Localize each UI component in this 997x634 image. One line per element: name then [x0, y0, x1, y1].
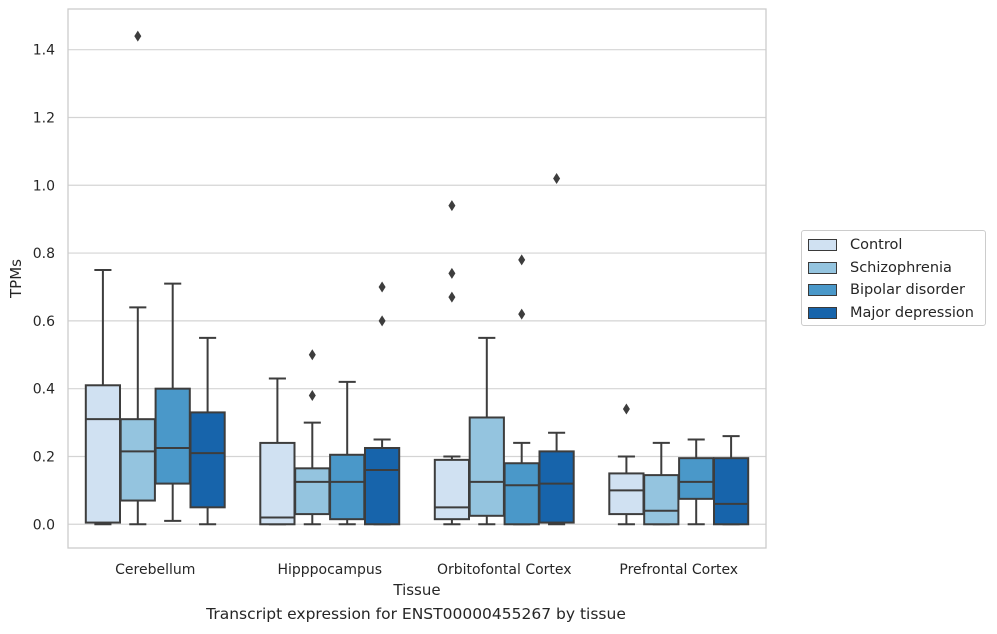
box-3-0 [608, 403, 645, 526]
legend-label: Schizophrenia [850, 259, 952, 276]
box-body [259, 441, 296, 526]
box-0-0 [84, 269, 122, 526]
y-tick-label: 1.2 [33, 110, 55, 126]
y-tick-label: 0.8 [33, 246, 55, 262]
box-body [154, 387, 191, 485]
outlier-point [518, 308, 526, 320]
box-body [294, 467, 331, 516]
y-tick-label: 0.0 [33, 517, 55, 533]
box-0-2 [154, 282, 191, 522]
legend-item: Control [808, 234, 985, 257]
legend-item: Schizophrenia [808, 257, 985, 280]
box-3-1 [643, 441, 680, 526]
legend-swatch [808, 284, 837, 297]
y-tick-label: 1.0 [33, 178, 55, 194]
outlier-point [134, 30, 142, 42]
chart-caption: Transcript expression for ENST0000045526… [206, 605, 626, 623]
x-tick-label: Hipppocampus [277, 562, 382, 578]
box-body [608, 472, 645, 516]
box-0-3 [189, 336, 226, 526]
box-body [712, 457, 750, 526]
outlier-point [448, 200, 456, 212]
box-body [678, 457, 715, 500]
box-1-1 [294, 349, 331, 526]
outlier-point [518, 254, 526, 266]
legend-label: Bipolar disorder [850, 282, 965, 299]
legend-label: Control [850, 237, 903, 254]
outlier-point [378, 281, 386, 293]
y-tick-label: 0.4 [33, 382, 55, 398]
outlier-point [448, 267, 456, 279]
box-2-2 [503, 254, 540, 526]
legend-item: Bipolar disorder [808, 279, 985, 302]
x-tick-label: Cerebellum [115, 562, 195, 578]
box-1-0 [259, 377, 296, 526]
box-body [433, 458, 471, 521]
legend-label: Major depression [850, 304, 974, 321]
box-body [468, 416, 505, 517]
x-tick-labels: Cerebellum Hipppocampus Orbitofontal Corte… [115, 562, 738, 578]
legend-swatch [808, 239, 837, 252]
box-body [84, 384, 122, 524]
y-axis-label: TPMs [7, 259, 25, 299]
y-tick-label: 0.2 [33, 449, 55, 465]
outlier-point [448, 291, 456, 303]
box-body [503, 462, 540, 526]
box-body [329, 453, 366, 521]
x-tick-label: Orbitofontal Cortex [437, 562, 572, 578]
box-body [119, 418, 156, 502]
box-2-0 [433, 200, 471, 526]
box-body [538, 450, 575, 524]
x-axis-label: Tissue [392, 581, 440, 599]
box-1-3 [363, 281, 401, 526]
box-2-3 [538, 172, 575, 526]
plot-frame [67, 8, 767, 549]
outlier-point [378, 315, 386, 327]
outlier-point [622, 403, 630, 415]
outlier-point [308, 349, 316, 361]
y-tick-label: 1.4 [33, 43, 55, 59]
box-3-2 [678, 438, 715, 526]
y-tick-labels: 0.0 0.2 0.4 0.6 0.8 1.0 1.2 1.4 [33, 43, 55, 534]
x-tick-label: Prefrontal Cortex [619, 562, 738, 578]
box-1-2 [329, 380, 366, 526]
box-3-3 [712, 435, 750, 526]
legend-item: Major depression [808, 302, 985, 325]
box-body [363, 446, 401, 526]
y-tick-label: 0.6 [33, 314, 55, 330]
boxes-layer [84, 30, 750, 526]
legend-swatch [808, 261, 837, 274]
legend-swatch [808, 306, 837, 319]
legend: Control Schizophrenia Bipolar disorder Majo… [801, 230, 986, 326]
box-2-1 [468, 336, 505, 526]
box-body [189, 411, 226, 509]
box-0-1 [119, 30, 156, 526]
outlier-point [308, 389, 316, 401]
box-body [643, 474, 680, 526]
outlier-point [553, 172, 561, 184]
